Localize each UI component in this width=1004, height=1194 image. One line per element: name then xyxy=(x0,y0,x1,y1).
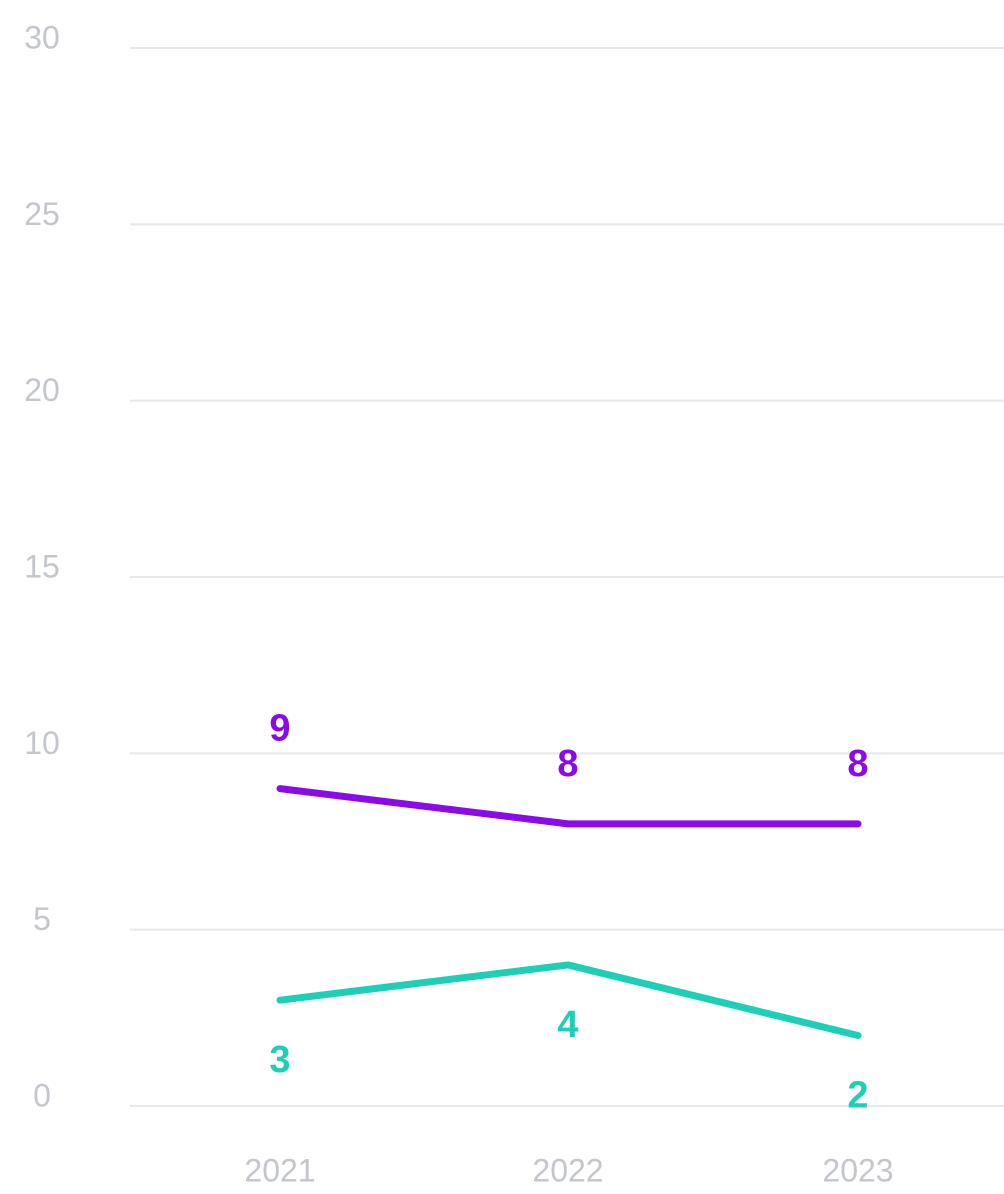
data-label: 8 xyxy=(557,743,578,785)
y-tick-label: 25 xyxy=(24,196,60,232)
y-tick-label: 30 xyxy=(24,19,60,55)
y-tick-label: 15 xyxy=(24,548,60,584)
x-tick-label: 2022 xyxy=(532,1152,603,1188)
y-tick-label: 20 xyxy=(24,372,60,408)
data-label: 2 xyxy=(847,1074,868,1116)
data-label: 3 xyxy=(269,1039,290,1081)
y-tick-label: 10 xyxy=(24,725,60,761)
y-tick-label: 5 xyxy=(33,901,51,937)
series-line xyxy=(276,961,862,1039)
x-tick-label: 2023 xyxy=(822,1152,893,1188)
series-line xyxy=(276,785,862,828)
y-tick-label: 0 xyxy=(33,1077,51,1113)
data-label: 4 xyxy=(557,1004,578,1046)
x-tick-label: 2021 xyxy=(244,1152,315,1188)
data-label: 9 xyxy=(269,708,290,750)
data-label: 8 xyxy=(847,743,868,785)
